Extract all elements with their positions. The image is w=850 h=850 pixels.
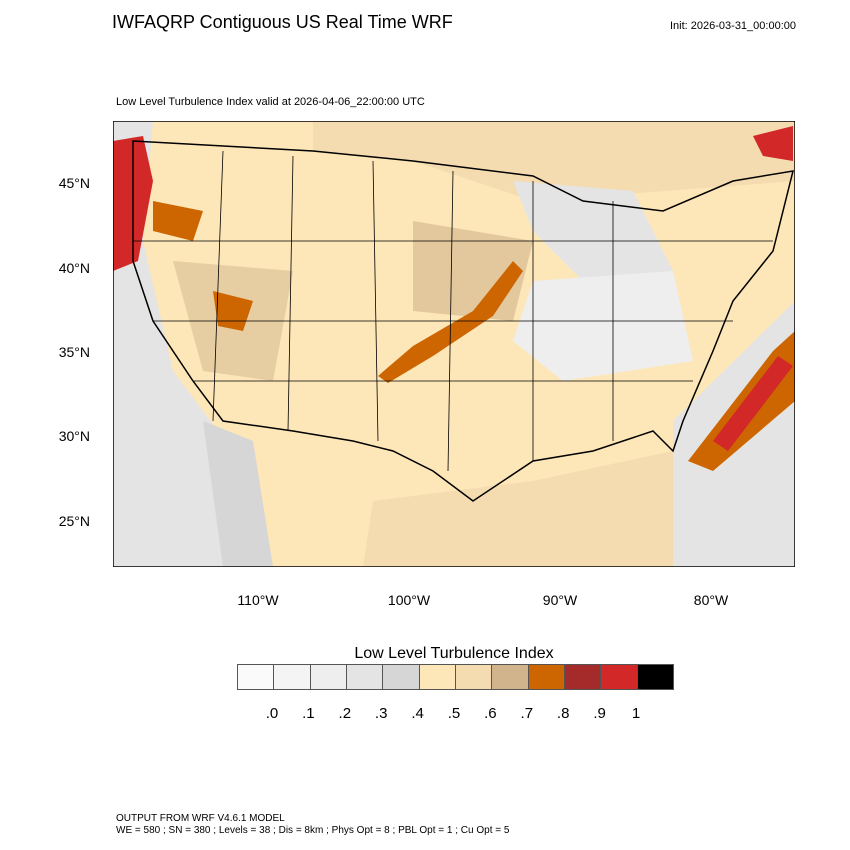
- colorbar-tick-label: .0: [265, 705, 279, 722]
- ohio-valley-gray: [513, 271, 693, 381]
- colorbar-tick-label: .8: [556, 705, 570, 722]
- turbulence-map: [113, 121, 795, 567]
- figure-title: IWFAQRP Contiguous US Real Time WRF: [112, 12, 453, 32]
- plains-orange-band: [378, 261, 523, 383]
- colorbar-swatch: [637, 665, 673, 689]
- colorbar-swatch: [346, 665, 384, 689]
- colorbar-swatch: [310, 665, 347, 689]
- us-outline: [132, 140, 795, 502]
- colorbar-swatch: [492, 665, 529, 689]
- colorbar-tick-label: .6: [484, 705, 497, 722]
- mexico-gray: [203, 421, 273, 567]
- colorbar-tick-label: .2: [338, 705, 352, 722]
- lon-tick-label: 90°W: [542, 592, 578, 608]
- colorbar-title: Low Level Turbulence Index: [354, 645, 554, 662]
- atlantic-orange: [688, 331, 795, 471]
- lon-tick-label: 100°W: [387, 592, 431, 608]
- colorbar-tick-label: .3: [374, 705, 388, 722]
- colorbar-swatch: [238, 665, 275, 689]
- atlantic-red: [713, 356, 793, 451]
- lon-tick-label: 80°W: [693, 592, 729, 608]
- pacific-orange: [153, 201, 203, 241]
- lat-tick-label: 35°N: [58, 344, 90, 360]
- lat-tick-label: 45°N: [58, 175, 90, 191]
- colorbar-tick-label: .7: [520, 705, 534, 722]
- colorbar-swatch: [383, 665, 420, 689]
- colorbar-swatch: [564, 665, 602, 689]
- maine-red: [753, 126, 793, 161]
- lat-tick-label: 40°N: [58, 260, 90, 276]
- colorbar-tick-label: .4: [411, 705, 424, 722]
- lat-tick-label: 25°N: [58, 513, 90, 529]
- colorbar-tick-label: .1: [302, 705, 315, 722]
- colorbar: [237, 664, 674, 690]
- canada-region: [313, 121, 795, 201]
- footer-model: OUTPUT FROM WRF V4.6.1 MODEL: [116, 813, 285, 824]
- colorbar-swatch: [601, 665, 638, 689]
- colorbar-tick-label: .9: [593, 705, 606, 722]
- colorbar-swatch: [419, 665, 456, 689]
- init-time: Init: 2026-03-31_00:00:00: [670, 20, 796, 32]
- gulf-region: [363, 451, 693, 567]
- lon-tick-label: 110°W: [237, 592, 279, 608]
- colorbar-swatch: [455, 665, 493, 689]
- colorbar-swatch: [274, 665, 311, 689]
- colorbar-tick-label: 1: [631, 705, 641, 722]
- footer-config: WE = 580 ; SN = 380 ; Levels = 38 ; Dis …: [116, 825, 510, 836]
- colorbar-tick-label: .5: [447, 705, 461, 722]
- colorbar-swatch: [528, 665, 565, 689]
- plot-subtitle: Low Level Turbulence Index valid at 2026…: [116, 96, 425, 108]
- lat-tick-label: 30°N: [58, 428, 90, 444]
- great-lakes-gray: [513, 181, 673, 281]
- state-lines: [133, 150, 773, 472]
